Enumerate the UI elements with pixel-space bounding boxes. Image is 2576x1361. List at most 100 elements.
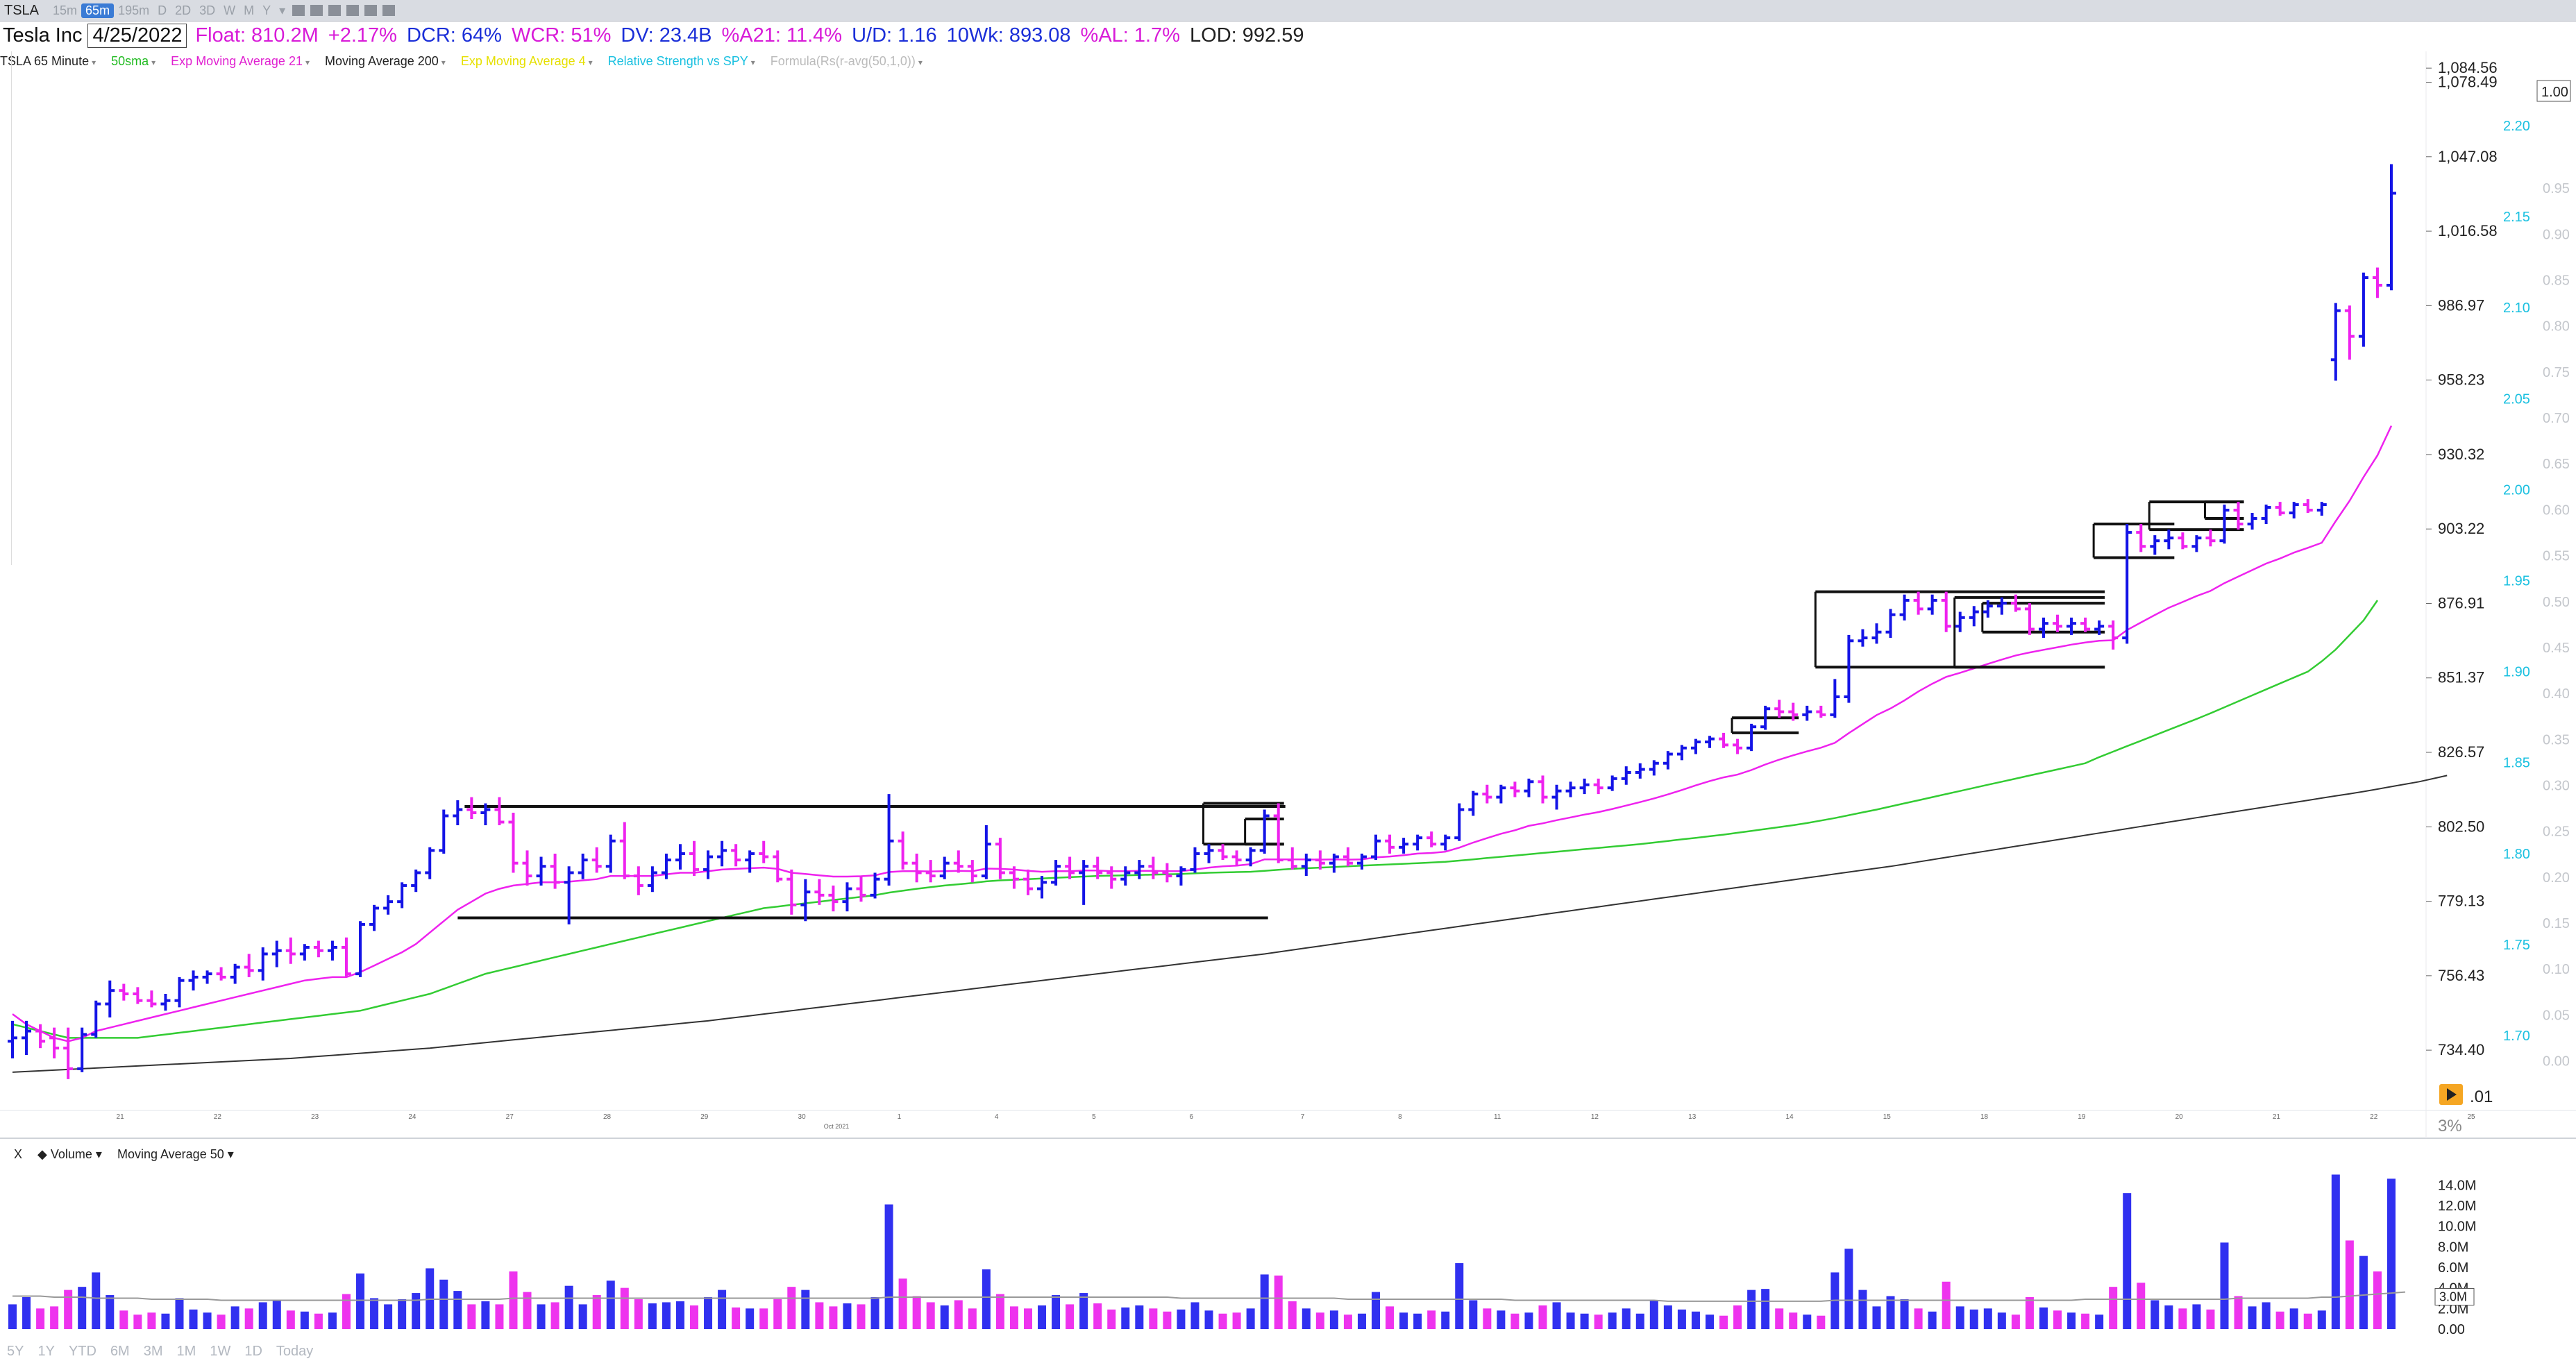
timeframe-195m[interactable]: 195m <box>118 3 150 17</box>
chevron-down-icon: ▾ <box>588 57 593 67</box>
osc-tick-label: 0.65 <box>2543 457 2570 472</box>
volume-bar <box>2206 1309 2215 1329</box>
volume-bar <box>606 1280 615 1329</box>
timeframe-2d[interactable]: 2D <box>175 3 192 17</box>
volume-ma-line <box>12 1291 2406 1302</box>
legend-item-5[interactable]: Relative Strength vs SPY ▾ <box>608 54 755 69</box>
left-tool-strip[interactable] <box>0 51 12 565</box>
x-tick-label: 12 <box>1591 1113 1599 1121</box>
symbol-input[interactable]: TSLA <box>4 2 40 18</box>
crosshair-icon[interactable] <box>346 5 360 16</box>
timeframe-w[interactable]: W <box>224 3 236 17</box>
volume-ma-legend-item[interactable]: Moving Average 50 ▾ <box>117 1147 234 1161</box>
price-tick-label: 756.43 <box>2438 967 2484 984</box>
range-button-today[interactable]: Today <box>276 1343 314 1359</box>
top-toolbar: TSLA 15m 65m 195m D 2D 3D W M Y ▾ <box>0 0 2576 22</box>
volume-bar <box>1580 1313 1589 1329</box>
chevron-down-icon: ▾ <box>92 57 96 67</box>
link-icon[interactable] <box>364 5 378 16</box>
price-tick-label: 1,016.58 <box>2438 222 2498 239</box>
volume-bar <box>1552 1302 1561 1329</box>
timeframe-d[interactable]: D <box>158 3 167 17</box>
osc-tick-label: 0.25 <box>2543 825 2570 840</box>
price-tick-label: 826.57 <box>2438 743 2484 761</box>
volume-bar <box>412 1293 421 1329</box>
range-button-5y[interactable]: 5Y <box>7 1343 24 1359</box>
rs-tick-label: 2.15 <box>2503 210 2530 225</box>
osc-tick-label: 0.80 <box>2543 319 2570 335</box>
range-button-1y[interactable]: 1Y <box>37 1343 55 1359</box>
timeframe-65m[interactable]: 65m <box>81 3 115 18</box>
range-button-6m[interactable]: 6M <box>110 1343 130 1359</box>
range-button-3m[interactable]: 3M <box>143 1343 163 1359</box>
timeframe-y[interactable]: Y <box>262 3 271 17</box>
volume-bar <box>2303 1313 2312 1329</box>
volume-bar <box>2359 1256 2368 1329</box>
volume-bar <box>2178 1308 2187 1329</box>
compare-icon[interactable] <box>310 5 323 16</box>
timeframe-3d[interactable]: 3D <box>199 3 216 17</box>
volume-bar <box>106 1295 115 1329</box>
lod-stat: LOD: 992.59 <box>1190 24 1304 47</box>
range-button-1m[interactable]: 1M <box>176 1343 196 1359</box>
range-button-ytd[interactable]: YTD <box>68 1343 96 1359</box>
volume-bar <box>1817 1315 1826 1329</box>
volume-bar <box>1497 1310 1506 1329</box>
volume-bar <box>1733 1305 1742 1329</box>
price-tick-label: 986.97 <box>2438 296 2484 314</box>
volume-bar <box>1204 1310 1213 1329</box>
volume-bar <box>161 1313 170 1329</box>
close-volume-pane-button[interactable]: X <box>14 1147 23 1161</box>
x-tick-label: 6 <box>1189 1113 1193 1121</box>
rs-tick-label: 1.95 <box>2503 574 2530 589</box>
volume-bar <box>50 1306 59 1329</box>
legend-item-2[interactable]: Exp Moving Average 21 ▾ <box>171 54 310 69</box>
volume-ma-label: Moving Average 50 <box>117 1147 224 1161</box>
volume-bar <box>1942 1281 1951 1329</box>
volume-bar <box>1900 1299 1909 1329</box>
settings-icon[interactable] <box>382 5 396 16</box>
date-field[interactable]: 4/25/2022 <box>87 23 187 48</box>
osc-tick-label: 0.20 <box>2543 870 2570 886</box>
legend-item-4[interactable]: Exp Moving Average 4 ▾ <box>461 54 593 69</box>
volume-bar <box>648 1303 657 1329</box>
volume-bar <box>272 1300 281 1329</box>
volume-bar <box>523 1292 532 1329</box>
volume-bar <box>1677 1309 1686 1329</box>
range-button-1d[interactable]: 1D <box>244 1343 262 1359</box>
dropdown-arrow-icon[interactable]: ▾ <box>279 3 286 17</box>
volume-legend-item[interactable]: ◆ Volume ▾ <box>37 1147 102 1161</box>
chevron-down-icon: ▾ <box>305 57 310 67</box>
osc-tick-label: 0.40 <box>2543 686 2570 702</box>
price-tick-label: 1,078.49 <box>2438 74 2498 91</box>
volume-bar <box>2331 1174 2340 1329</box>
volume-bar <box>634 1299 643 1329</box>
timeframe-m[interactable]: M <box>244 3 255 17</box>
volume-bar <box>1329 1310 1338 1329</box>
volume-bar <box>2248 1306 2257 1329</box>
chevron-down-icon: ▾ <box>750 57 755 67</box>
legend-item-0[interactable]: TSLA 65 Minute ▾ <box>0 54 96 69</box>
range-button-1w[interactable]: 1W <box>210 1343 231 1359</box>
dv-stat: DV: 23.4B <box>621 24 712 47</box>
price-tick-label: 779.13 <box>2438 893 2484 910</box>
volume-bar <box>732 1307 741 1329</box>
volume-bar <box>1343 1314 1352 1329</box>
volume-bar <box>2137 1283 2146 1329</box>
legend-item-6[interactable]: Formula(Rs(r-avg(50,1,0)) ▾ <box>771 54 923 69</box>
volume-bar <box>2262 1302 2271 1329</box>
legend-item-3[interactable]: Moving Average 200 ▾ <box>325 54 446 69</box>
volume-bar <box>857 1304 866 1329</box>
draw-tool-icon[interactable] <box>328 5 342 16</box>
osc-tick-label: 0.45 <box>2543 641 2570 656</box>
x-tick-label: 28 <box>603 1113 612 1121</box>
volume-bar <box>1386 1306 1395 1329</box>
volume-bar <box>203 1312 212 1329</box>
legend-item-1[interactable]: 50sma ▾ <box>111 54 155 69</box>
chart-type-icon[interactable] <box>292 5 305 16</box>
volume-bar <box>620 1287 629 1329</box>
timeframe-15m[interactable]: 15m <box>53 3 78 17</box>
volume-bar <box>870 1297 879 1329</box>
x-tick-label: 24 <box>408 1113 416 1121</box>
volume-bar <box>2095 1314 2104 1329</box>
